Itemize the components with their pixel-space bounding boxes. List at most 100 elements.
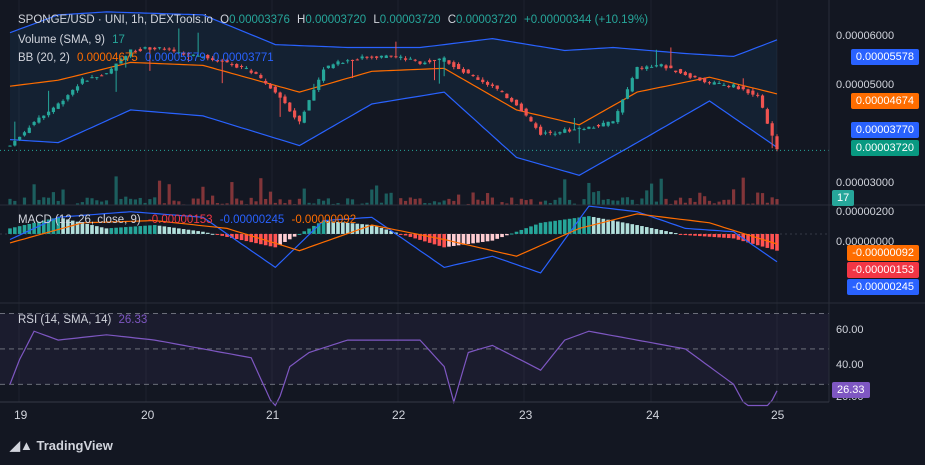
bb-upper-line bbox=[9, 11, 778, 58]
macd-pane[interactable] bbox=[0, 205, 829, 274]
volume-bar bbox=[678, 197, 683, 205]
volume-bar bbox=[760, 193, 765, 205]
macd-histogram-bar bbox=[398, 233, 403, 235]
volume-bar bbox=[403, 200, 408, 205]
price-legend[interactable]: SPONGE/USD · UNI, 1h, DEXTools.io O0.000… bbox=[18, 14, 652, 26]
candle-body bbox=[519, 103, 523, 112]
time-axis-label: 24 bbox=[646, 408, 660, 422]
macd-histogram-bar bbox=[611, 220, 615, 234]
candle-body bbox=[249, 70, 253, 73]
macd-histogram-bar bbox=[755, 233, 760, 246]
volume-bar bbox=[239, 200, 244, 205]
volume-bar bbox=[85, 197, 89, 205]
volume-bar bbox=[756, 192, 760, 205]
volume-bar bbox=[418, 198, 422, 205]
candle-body bbox=[592, 127, 596, 129]
macd-histogram-bar bbox=[673, 233, 678, 235]
macd-histogram-bar bbox=[283, 233, 287, 242]
macd-histogram-bar bbox=[157, 225, 162, 234]
rsi-label[interactable]: RSI (14, SMA, 14) bbox=[18, 314, 112, 326]
macd-histogram-bar bbox=[726, 233, 731, 239]
macd-histogram-bar bbox=[558, 220, 562, 234]
volume-bar bbox=[336, 203, 340, 205]
candle-body bbox=[225, 59, 229, 63]
low-value: 0.00003720 bbox=[379, 14, 441, 26]
candle-body bbox=[394, 56, 398, 58]
bb-label[interactable]: BB (20, 2) bbox=[18, 52, 70, 64]
candle-body bbox=[572, 129, 576, 131]
candle-body bbox=[172, 49, 176, 52]
volume-bar bbox=[46, 197, 51, 205]
macd-histogram-bar bbox=[350, 223, 355, 234]
candle-body bbox=[235, 64, 239, 68]
rsi-pane[interactable] bbox=[0, 313, 829, 407]
price-axis-label: 0.00003000 bbox=[836, 177, 895, 189]
volume-bar bbox=[215, 203, 220, 205]
tradingview-logo[interactable]: ◢▲ TradingView bbox=[10, 438, 113, 454]
macd-histogram-bar bbox=[215, 233, 220, 235]
candle-body bbox=[408, 58, 412, 60]
volume-bar bbox=[688, 198, 692, 205]
volume-bar bbox=[765, 202, 769, 205]
volume-bar bbox=[659, 178, 663, 205]
volume-bar bbox=[211, 195, 215, 205]
macd-histogram-bar bbox=[292, 233, 297, 237]
time-axis-label: 20 bbox=[141, 408, 155, 422]
rsi-tag: 26.33 bbox=[832, 382, 870, 398]
macd-histogram-bar bbox=[278, 233, 282, 245]
candle-body bbox=[471, 75, 475, 77]
candle-body bbox=[727, 86, 731, 88]
candle-body bbox=[201, 56, 205, 58]
volume-bar bbox=[191, 198, 195, 205]
candle-body bbox=[399, 56, 403, 58]
volume-bar bbox=[471, 192, 475, 205]
macd-label[interactable]: MACD (12, 26, close, 9) bbox=[18, 214, 141, 226]
rsi-legend[interactable]: RSI (14, SMA, 14) 26.33 bbox=[18, 314, 151, 326]
macd-legend[interactable]: MACD (12, 26, close, 9) -0.00000153 -0.0… bbox=[18, 214, 360, 226]
volume-legend[interactable]: Volume (SMA, 9) 17 bbox=[18, 34, 129, 46]
volume-bar bbox=[264, 198, 268, 205]
macd-histogram-bar bbox=[239, 233, 244, 241]
volume-bar bbox=[563, 179, 567, 205]
volume-bar bbox=[56, 200, 60, 205]
bb-legend[interactable]: BB (20, 2) 0.00004675 0.00005579 0.00003… bbox=[18, 52, 278, 64]
macd-histogram-bar bbox=[51, 218, 56, 234]
macd-signal-line bbox=[9, 213, 778, 257]
volume-bar bbox=[481, 200, 485, 205]
volume-bar bbox=[630, 199, 634, 205]
macd-histogram-bar bbox=[524, 228, 528, 234]
volume-bar bbox=[770, 197, 774, 205]
volume-bar bbox=[674, 200, 678, 205]
candle-body bbox=[514, 99, 519, 106]
candle-body bbox=[466, 69, 470, 74]
candle-body bbox=[621, 99, 625, 113]
volume-bar bbox=[365, 202, 369, 205]
volume-bar bbox=[543, 200, 548, 205]
macd-histogram-bar bbox=[234, 233, 239, 240]
macd-histogram-bar bbox=[437, 233, 442, 246]
macd-histogram-bar bbox=[186, 229, 191, 234]
macd-histogram-bar bbox=[369, 225, 374, 234]
macd-histogram-bar bbox=[167, 227, 171, 234]
volume-bar bbox=[307, 202, 311, 205]
candle-body bbox=[370, 56, 374, 58]
candle-body bbox=[442, 57, 446, 62]
volume-value: 17 bbox=[112, 34, 125, 46]
macd-histogram-bar bbox=[529, 226, 533, 234]
macd-histogram-bar bbox=[456, 233, 461, 246]
price-pane[interactable] bbox=[0, 11, 829, 176]
macd-histogram-bar bbox=[505, 233, 509, 236]
symbol-label[interactable]: SPONGE/USD · UNI, 1h, DEXTools.io bbox=[18, 14, 213, 26]
macd-histogram-bar bbox=[514, 231, 519, 234]
volume-bar bbox=[485, 193, 490, 205]
volume-bar bbox=[746, 203, 750, 205]
time-axis-label: 23 bbox=[519, 408, 533, 422]
candle-body bbox=[707, 82, 712, 84]
macd-histogram-bar bbox=[181, 229, 186, 234]
volume-bar bbox=[162, 203, 166, 205]
volume-bar bbox=[104, 200, 109, 205]
candle-body bbox=[109, 68, 113, 74]
volume-label[interactable]: Volume (SMA, 9) bbox=[18, 34, 105, 46]
candle-body bbox=[133, 50, 138, 52]
